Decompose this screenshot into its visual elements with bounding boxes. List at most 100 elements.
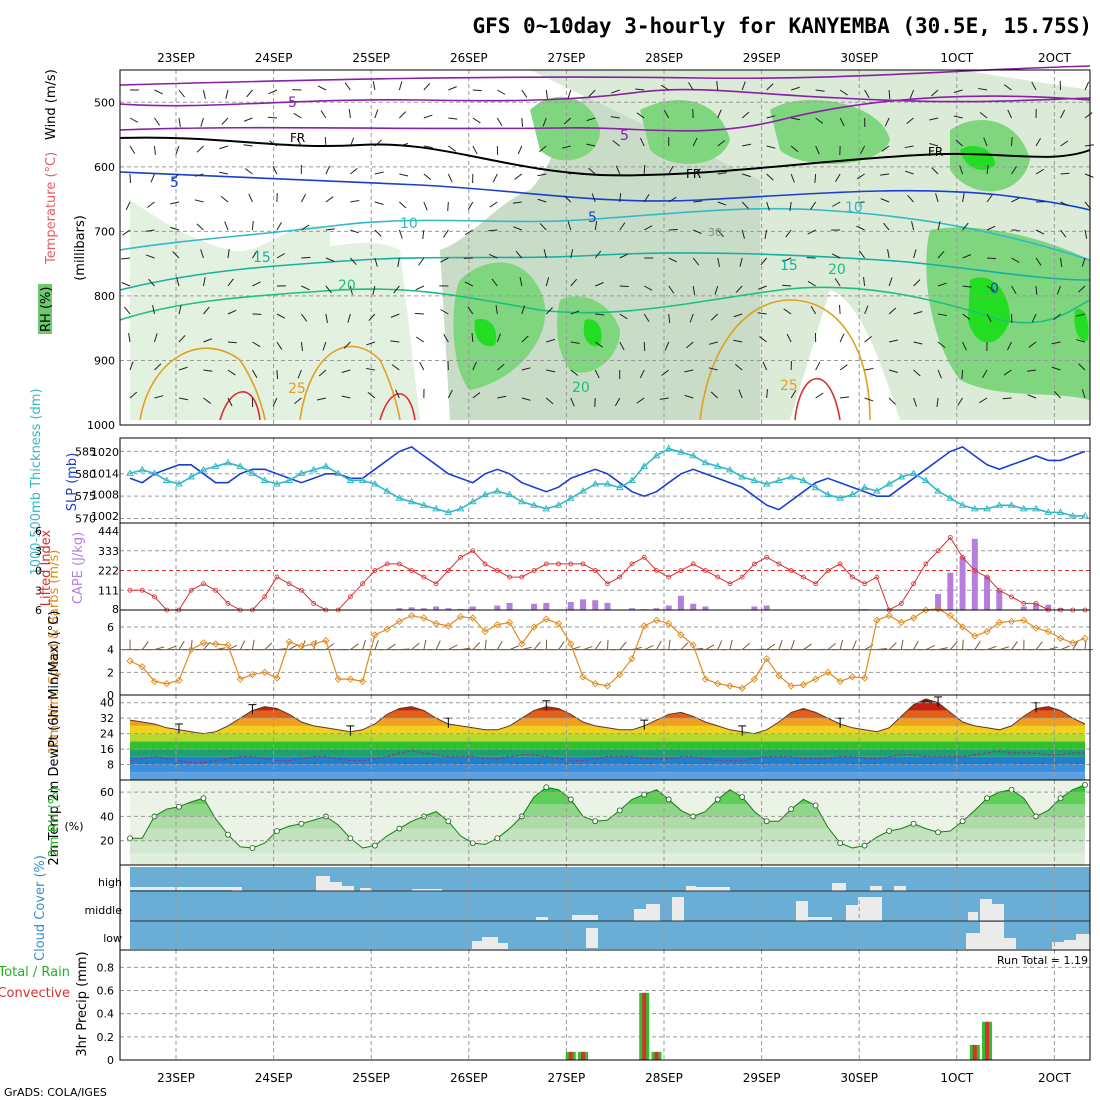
rh-marker [396, 825, 403, 832]
lifted-index-line [127, 535, 1088, 613]
wind-speed-marker [187, 646, 195, 654]
wind-speed-marker [212, 640, 220, 648]
wind-barb [200, 249, 204, 259]
cloud-bar [646, 904, 660, 921]
wind-barb [374, 229, 382, 237]
rh-marker [200, 795, 207, 802]
wind-barb [545, 307, 553, 315]
date-label: 28SEP [645, 1071, 683, 1085]
wind-barb [348, 109, 351, 119]
slp-marker [419, 501, 428, 508]
cape-bar [690, 603, 697, 610]
temperature-band [130, 756, 1085, 765]
wind-tick: 6 [107, 621, 114, 634]
rh-marker [984, 795, 990, 802]
cape-bar [628, 608, 635, 610]
surface-wind-barb [448, 644, 458, 651]
wind-axis-label: 10m Wind Speed & Barbs (m/s) [47, 550, 62, 755]
wind-barb [147, 201, 155, 208]
wind-barb [397, 257, 400, 267]
wind-barb [227, 278, 234, 287]
wind-barb [785, 229, 792, 238]
rh-marker [1057, 795, 1064, 802]
wind-speed-marker [640, 622, 648, 630]
rh-band [130, 852, 1085, 865]
wind-barb [448, 145, 456, 152]
wind-barb [243, 144, 253, 147]
rh-marker [935, 829, 941, 836]
slp-marker [199, 465, 208, 473]
pressure-tick: 900 [94, 354, 115, 367]
slp-marker [334, 469, 343, 476]
contour-line [699, 299, 871, 421]
wind-barb [374, 139, 382, 147]
cloud-bar [1052, 942, 1064, 949]
lifted-index-marker [947, 535, 953, 540]
wind-barb [1081, 389, 1086, 399]
wind-barb [733, 339, 743, 343]
surface-wind-barb [913, 640, 919, 650]
wind-speed-marker [958, 623, 967, 631]
rh-marker [861, 842, 868, 849]
temperature-band [130, 772, 1085, 780]
wind-barb [399, 111, 407, 119]
wind-barb [863, 277, 866, 287]
wind-barb [686, 341, 694, 349]
wind-barb [1056, 285, 1061, 295]
wind-barb [937, 369, 942, 379]
wind-barb [807, 280, 816, 287]
pressure-axis-label: (millibars) [73, 215, 88, 281]
surface-wind-barb [558, 641, 565, 650]
wind-barb [341, 369, 351, 373]
contour-line [119, 88, 1091, 107]
wind-barb [1011, 285, 1017, 294]
wind-barb [1051, 341, 1061, 345]
date-label: 27SEP [548, 51, 586, 65]
surface-wind-barb [190, 639, 193, 650]
rh-area-high [453, 262, 546, 390]
wind-barb [815, 117, 824, 124]
temperature-tick: 32 [100, 712, 114, 725]
cloud-bar [846, 905, 858, 921]
slp-marker [358, 476, 367, 483]
surface-wind-barb [999, 646, 1010, 651]
rh-marker [763, 818, 770, 825]
surface-wind-barb [215, 647, 226, 651]
wind-barb [269, 140, 278, 147]
precip-axis-label: 3hr Precip (mm) [75, 951, 90, 1056]
wind-barb [276, 253, 285, 259]
wind-barb [614, 397, 621, 407]
wind-barb [953, 115, 963, 119]
cloud-bar [808, 917, 832, 920]
wind-barb [814, 173, 817, 184]
upper-air-panel: 5 5 5 5 10 10 15 15 20 20 20 25 25 30 FR… [38, 65, 1094, 432]
surface-wind-barb [435, 640, 441, 650]
lifted-index-marker [139, 587, 145, 593]
surface-wind-barb [705, 644, 715, 651]
wind-barb [692, 168, 701, 175]
wind-barb [810, 201, 817, 210]
cape-bar [445, 608, 452, 610]
wind-barb [717, 229, 724, 238]
rh-marker [886, 828, 893, 834]
wind-barb [864, 397, 874, 402]
wind-barb [1031, 81, 1037, 91]
cape-bar [996, 590, 1003, 610]
wind-barb [1007, 341, 1012, 351]
pressure-tick: 700 [94, 225, 115, 238]
wind-barb [1003, 84, 1012, 91]
slp-marker [322, 462, 330, 469]
wind-barb [1084, 81, 1090, 91]
wind-barb [399, 173, 409, 177]
lifted-index-marker [715, 574, 721, 580]
wind-barb [717, 109, 722, 119]
lifted-index-marker [286, 581, 292, 587]
slp-marker [885, 480, 893, 487]
contour-label: 5 [288, 95, 297, 111]
wind-barb [931, 167, 939, 175]
wind-barb [419, 361, 425, 371]
thickness-axis-label: 1000-500mb Thickness (dm) [29, 388, 44, 575]
wind-barb [521, 335, 529, 343]
wind-speed-marker [1081, 634, 1089, 642]
wind-barb [835, 173, 841, 182]
